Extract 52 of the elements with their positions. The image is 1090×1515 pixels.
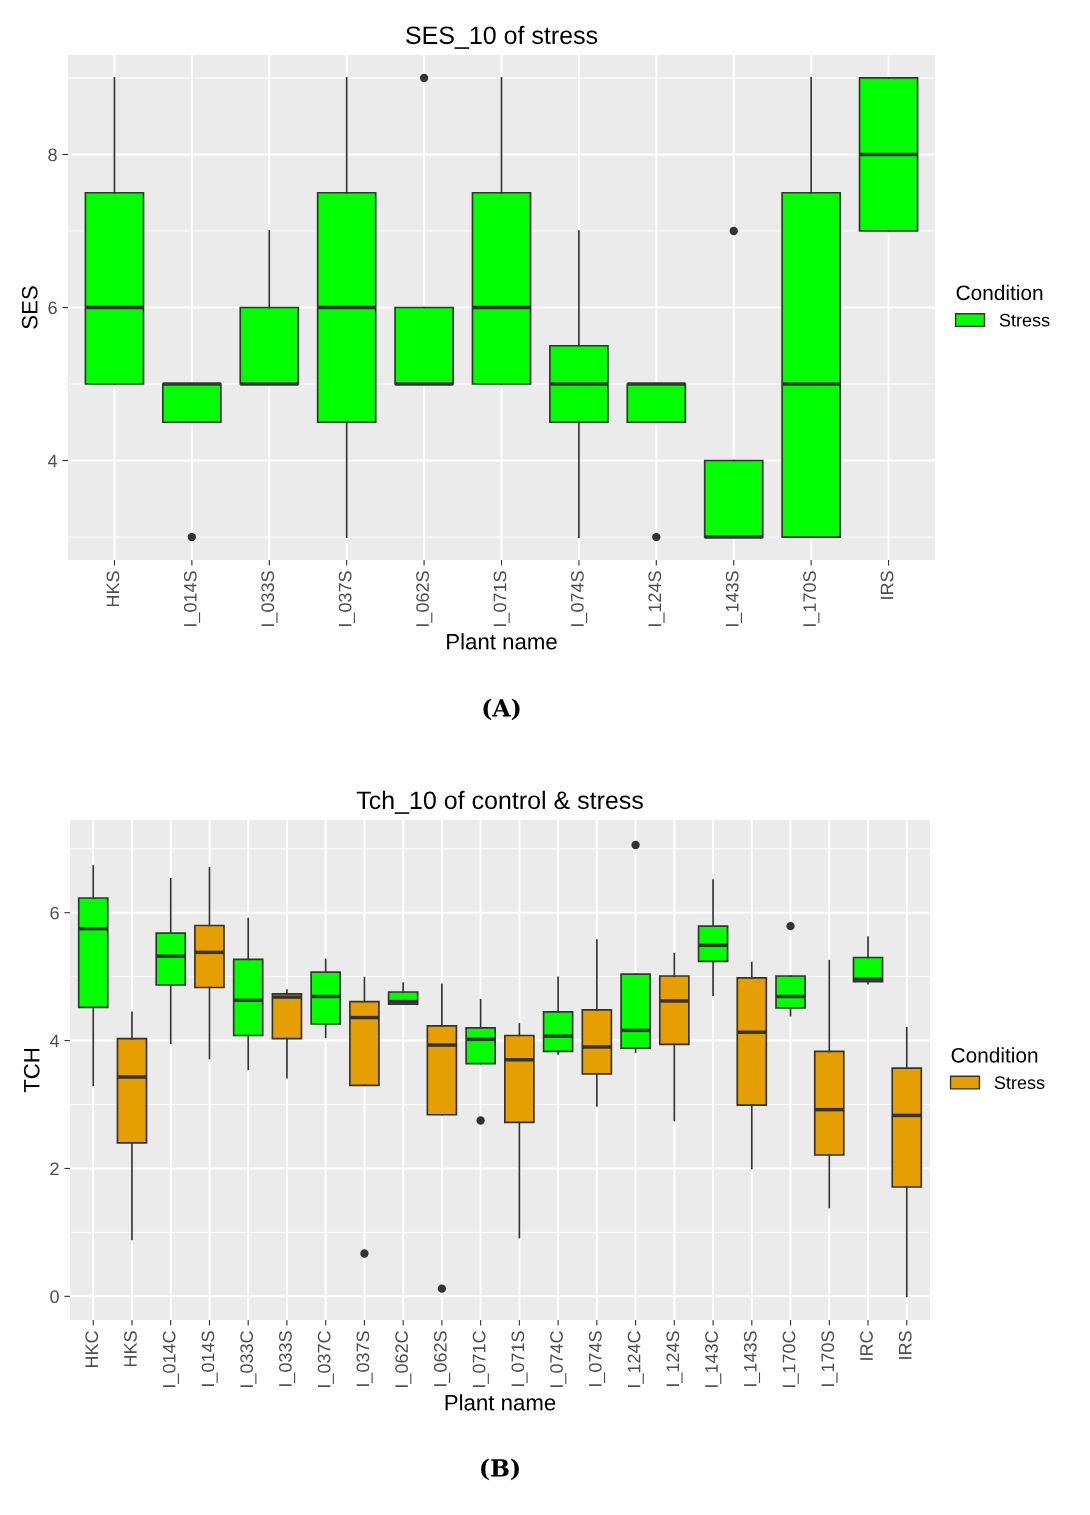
y-tick-label: 4	[49, 1034, 60, 1048]
x-tick-label: I_014S	[183, 571, 201, 626]
x-tick-label: I_074S	[588, 1331, 606, 1386]
chart-title: SES_10 of stress	[406, 25, 598, 49]
legend-title: Condition	[956, 284, 1043, 301]
x-tick-label: I_062S	[416, 571, 433, 626]
x-tick-label: I_033C	[240, 1331, 257, 1387]
x-tick-label: I_071S	[493, 571, 510, 626]
x-tick-label: I_033S	[279, 1331, 296, 1386]
y-tick-label: 0	[50, 1290, 59, 1304]
x-tick-label: HKS	[124, 1331, 137, 1367]
chart-title: Tch_10 of control & stress	[356, 790, 643, 814]
y-tick-label: 6	[48, 301, 57, 315]
legend-title: Condition	[951, 1047, 1038, 1063]
x-tick-label: I_124S	[666, 1331, 683, 1386]
x-tick-label: I_071S	[511, 1331, 528, 1386]
x-axis-title: Plant name	[445, 1394, 556, 1411]
x-tick-label: I_074C	[550, 1331, 567, 1387]
x-tick-label: I_014C	[162, 1331, 179, 1387]
x-tick-label: I_143S	[743, 1331, 761, 1386]
x-tick-label: HKC	[85, 1331, 99, 1368]
x-tick-label: I_037S	[356, 1331, 373, 1386]
x-tick-label: I_143C	[705, 1331, 722, 1387]
x-tick-label: I_062C	[395, 1331, 412, 1387]
x-tick-label: I_037S	[338, 571, 355, 626]
x-tick-label: I_170S	[803, 571, 820, 626]
x-tick-label: I_143S	[725, 571, 742, 626]
x-tick-label: IRS	[898, 1331, 912, 1359]
y-axis-title: SES	[21, 286, 38, 329]
x-tick-label: I_124S	[648, 571, 665, 626]
x-tick-label: I_014S	[201, 1331, 218, 1386]
legend-label: Stress	[999, 313, 1050, 327]
x-axis-title: Plant name	[447, 633, 557, 650]
text: (A)	[483, 698, 520, 721]
y-tick-label: 8	[48, 148, 57, 162]
y-tick-label: 4	[47, 454, 58, 468]
text: (B)	[481, 1458, 519, 1481]
y-tick-label: 2	[50, 1162, 59, 1176]
x-tick-label: HKS	[106, 571, 120, 607]
x-tick-label: IRC	[860, 1331, 873, 1360]
x-tick-label: I_037C	[317, 1331, 334, 1387]
x-tick-label: I_124C	[627, 1331, 644, 1387]
x-tick-label: I_071C	[472, 1331, 489, 1387]
x-tick-label: I_170C	[782, 1331, 799, 1387]
x-tick-label: I_062S	[433, 1331, 451, 1386]
x-tick-label: I_074S	[570, 571, 588, 626]
legend-label: Stress	[994, 1076, 1045, 1090]
x-tick-label: IRS	[880, 571, 894, 599]
x-tick-label: I_170S	[821, 1331, 838, 1386]
y-axis-title: TCH	[23, 1048, 40, 1093]
x-tick-label: I_033S	[261, 571, 278, 626]
y-tick-label: 6	[50, 906, 59, 920]
